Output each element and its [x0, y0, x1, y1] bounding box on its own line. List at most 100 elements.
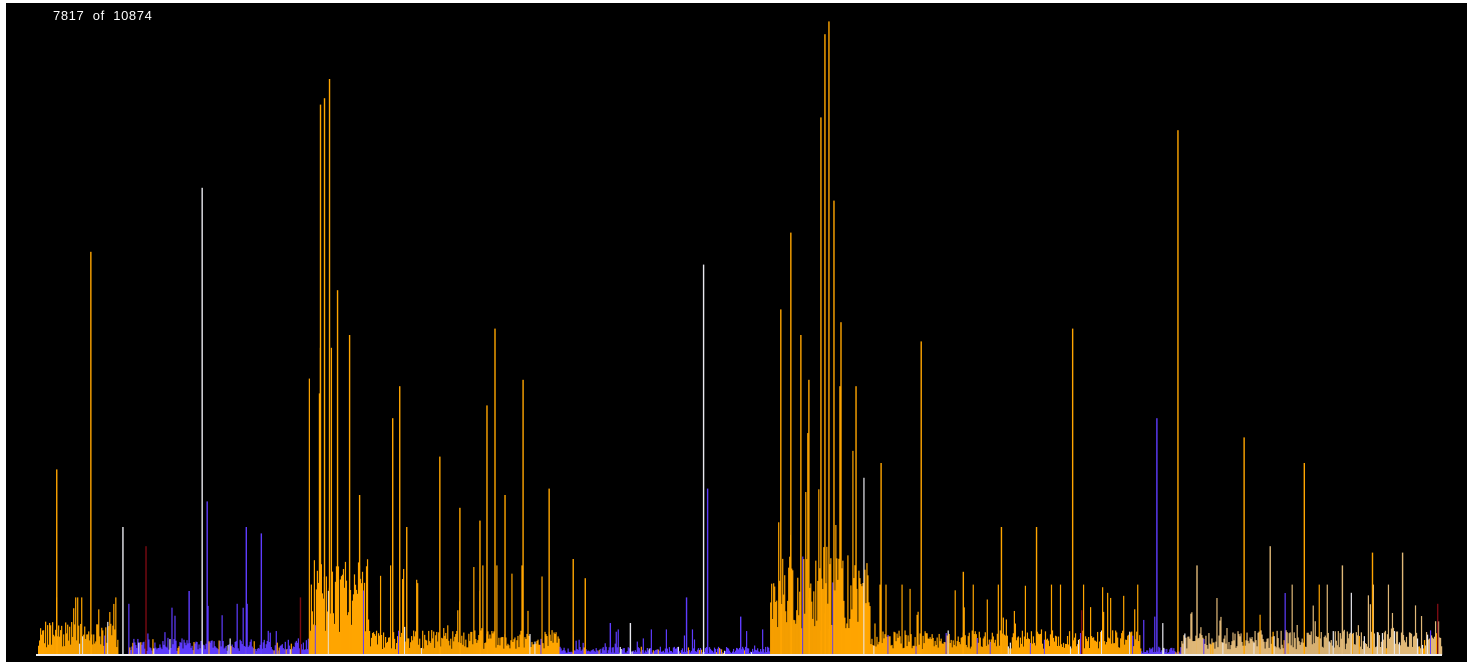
cluster-bar — [711, 650, 714, 655]
cluster-bar — [1353, 644, 1355, 655]
cluster-bar — [683, 635, 686, 655]
cluster-bar — [407, 638, 409, 655]
cluster-bar — [257, 647, 259, 655]
cluster-bar — [1034, 645, 1037, 655]
cluster-bar — [836, 558, 838, 655]
cluster-bar — [514, 637, 516, 655]
cluster-bar — [778, 522, 780, 655]
cluster-bar — [421, 647, 423, 655]
cluster-bar — [382, 632, 385, 655]
cluster-bar — [1426, 634, 1429, 655]
cluster-bar — [1356, 635, 1358, 655]
cluster-bar — [1402, 635, 1405, 655]
cluster-bar — [103, 645, 105, 655]
cluster-bar — [947, 630, 949, 655]
cluster-bar — [456, 630, 458, 655]
cluster-bar — [1085, 638, 1088, 655]
cluster-bar — [1169, 649, 1171, 655]
spike-bar — [392, 418, 394, 655]
spike-bar — [245, 527, 247, 655]
cluster-bar — [624, 652, 626, 655]
cluster-bar — [311, 611, 313, 655]
cluster-bar — [983, 636, 985, 655]
cluster-bar — [813, 591, 815, 655]
cluster-bar — [727, 648, 730, 655]
cluster-bar — [1381, 633, 1384, 655]
cluster-bar — [613, 652, 615, 655]
cluster-bar — [580, 650, 582, 655]
cluster-bar — [760, 648, 762, 655]
cluster-bar — [78, 625, 80, 655]
cluster-bar — [1065, 644, 1068, 655]
cluster-bar — [647, 650, 649, 655]
cluster-bar — [79, 643, 81, 655]
cluster-bar — [518, 647, 520, 655]
cluster-bar — [1393, 631, 1396, 655]
cluster-bar — [1189, 638, 1191, 655]
plot-panel: 7817 of 10874 — [6, 3, 1467, 662]
cluster-bar — [1383, 632, 1386, 655]
cluster-bar — [419, 638, 421, 655]
cluster-bar — [639, 651, 641, 655]
cluster-bar — [932, 637, 934, 655]
cluster-bar — [243, 645, 245, 655]
cluster-bar — [292, 646, 294, 655]
cluster-bar — [975, 634, 977, 655]
cluster-bar — [1067, 644, 1070, 655]
cluster-bar — [1363, 636, 1365, 655]
cluster-bar — [599, 648, 601, 655]
cluster-bar — [1061, 647, 1064, 655]
spike-bar — [828, 21, 830, 655]
cluster-bar — [1118, 647, 1120, 655]
cluster-bar — [1294, 638, 1296, 655]
cluster-bar — [966, 647, 968, 655]
cluster-bar — [481, 628, 483, 655]
cluster-bar — [183, 639, 185, 655]
cluster-bar — [209, 642, 211, 655]
cluster-bar — [290, 643, 292, 655]
cluster-bar — [915, 646, 917, 655]
cluster-bar — [433, 631, 435, 655]
cluster-bar — [924, 631, 926, 655]
cluster-bar — [1207, 648, 1209, 655]
cluster-bar — [1387, 584, 1390, 655]
cluster-bar — [1039, 633, 1042, 655]
cluster-bar — [1236, 646, 1238, 655]
cluster-bar — [1182, 643, 1184, 655]
cluster-bar — [569, 652, 571, 655]
cluster-bar — [729, 652, 732, 655]
cluster-bar — [980, 646, 982, 655]
cluster-bar — [1268, 647, 1270, 655]
cluster-bar — [159, 644, 161, 655]
spike-bar — [522, 379, 524, 655]
cluster-bar — [213, 641, 215, 655]
cluster-bar — [540, 638, 542, 655]
cluster-bar — [1433, 636, 1436, 655]
cluster-bar — [1439, 637, 1442, 655]
cluster-bar — [610, 652, 612, 655]
cluster-bar — [1138, 641, 1140, 655]
cluster-bar — [603, 650, 605, 655]
cluster-bar — [1435, 633, 1438, 655]
cluster-bar — [656, 649, 658, 655]
cluster-bar — [864, 569, 866, 655]
cluster-bar — [1333, 647, 1335, 655]
cluster-bar — [957, 636, 959, 655]
cluster-bar — [480, 630, 482, 655]
spike-bar — [609, 623, 612, 655]
cluster-bar — [942, 643, 944, 655]
spike-bar — [90, 251, 92, 656]
cluster-bar — [843, 600, 845, 655]
cluster-bar — [142, 642, 144, 655]
cluster-bar — [205, 643, 207, 655]
cluster-bar — [1121, 633, 1123, 655]
cluster-bar — [466, 647, 468, 655]
cluster-bar — [84, 626, 86, 655]
cluster-bar — [928, 638, 930, 655]
cluster-bar — [1136, 631, 1138, 655]
cluster-bar — [1298, 641, 1300, 655]
cluster-bar — [308, 378, 310, 655]
cluster-bar — [422, 630, 424, 655]
cluster-bar — [873, 645, 875, 655]
cluster-bar — [151, 650, 153, 655]
